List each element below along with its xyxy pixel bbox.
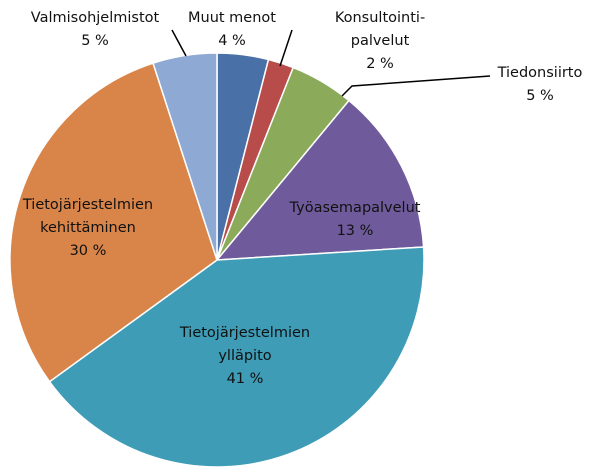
value-label: 41 % [227,371,264,387]
value-label: 13 % [337,223,374,239]
pie-slice [152,52,218,261]
slice-label: kehittäminen [40,220,136,236]
pie-slice [9,62,218,383]
leader-line [171,29,187,57]
slice-label: Työasemapalvelut [289,200,421,216]
pie-slice [48,246,425,468]
slice-label: Tietojärjestelmien [22,197,153,213]
slice-label: Konsultointi- [335,10,425,26]
value-label: 2 % [366,56,394,72]
value-label: 30 % [70,243,107,259]
slice-label: palvelut [351,33,410,49]
leader-line [341,75,491,97]
pie [9,52,425,468]
leader-line [279,29,293,67]
slice-label: Valmisohjelmistot [31,10,160,26]
slice-label: ylläpito [218,348,271,364]
value-label: 5 % [526,88,554,104]
pie-slice [215,99,425,261]
slice-label: Muut menot [188,10,276,26]
slice-label: Tiedonsiirto [497,65,583,81]
value-label: 5 % [81,33,109,49]
slice-label: Tietojärjestelmien [179,325,310,341]
value-label: 4 % [218,33,246,49]
